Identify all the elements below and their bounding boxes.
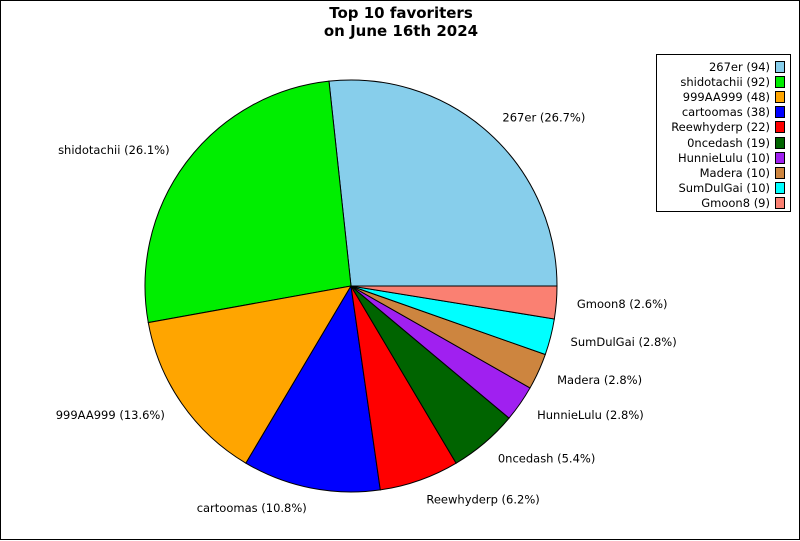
legend-item-gmoon8: Gmoon8 (9) [657,196,785,211]
legend-item-shidotachii: shidotachii (92) [657,74,785,89]
legend-swatch [775,75,785,88]
slice-label-267er: 267er (26.7%) [502,110,585,124]
legend-item-cartoomas: cartoomas (38) [657,105,785,120]
legend-label: 999AA999 (48) [682,89,770,104]
legend-label: Gmoon8 (9) [701,196,770,211]
pie-slice-shidotachii [144,80,352,324]
legend-item-999aa999: 999AA999 (48) [657,89,785,104]
legend-swatch [775,106,785,119]
pie-slices [144,79,558,493]
legend-item-reewhyderp: Reewhyderp (22) [657,120,785,135]
legend-swatch [775,197,785,210]
legend-label: shidotachii (92) [680,74,770,89]
slice-label-cartoomas: cartoomas (10.8%) [197,501,307,515]
slice-label-reewhyderp: Reewhyderp (6.2%) [426,493,539,507]
legend-swatch [775,60,785,73]
legend-swatch [775,151,785,164]
slice-label-shidotachii: shidotachii (26.1%) [58,143,170,157]
slice-label-hunnielulu: HunnieLulu (2.8%) [537,408,644,422]
pie-slice-gmoon8 [350,285,558,320]
pie-slice-cartoomas [245,284,381,493]
chart-title-line-2: on June 16th 2024 [323,22,479,40]
legend-item-hunnielulu: HunnieLulu (10) [657,150,785,165]
legend-label: HunnieLulu (10) [677,150,770,165]
slice-label-sumdulgai: SumDulGai (2.8%) [571,335,677,349]
legend-label: SumDulGai (10) [678,181,770,196]
legend-item-sumdulgai: SumDulGai (10) [657,181,785,196]
slice-label-madera: Madera (2.8%) [557,373,642,387]
pie-slice-267er [328,79,558,287]
legend-swatch [775,136,785,149]
legend-label: 0ncedash (19) [687,135,770,150]
slice-label-gmoon8: Gmoon8 (2.6%) [577,297,668,311]
legend-label: Reewhyderp (22) [671,120,770,135]
legend-swatch [775,166,785,179]
pie-slice-999aa999 [147,285,352,464]
legend-item-267er: 267er (94) [657,59,785,74]
legend-swatch [775,121,785,134]
legend-item-0ncedash: 0ncedash (19) [657,135,785,150]
legend-swatch [775,182,785,195]
legend-swatch [775,90,785,103]
legend-label: 267er (94) [708,59,770,74]
pie-labels: 267er (26.7%) shidotachii (26.1%) 999AA999… [56,110,677,515]
chart-title-line-1: Top 10 favoriters [329,4,473,22]
legend-label: Madera (10) [699,165,770,180]
chart-title: Top 10 favoriters on June 16th 2024 [1,4,800,40]
legend-item-madera: Madera (10) [657,165,785,180]
slice-label-0ncedash: 0ncedash (5.4%) [498,452,595,466]
legend: 267er (94) shidotachii (92) 999AA999 (48) c… [656,54,791,212]
slice-label-999aa999: 999AA999 (13.6%) [56,408,165,422]
legend-label: cartoomas (38) [681,105,770,120]
